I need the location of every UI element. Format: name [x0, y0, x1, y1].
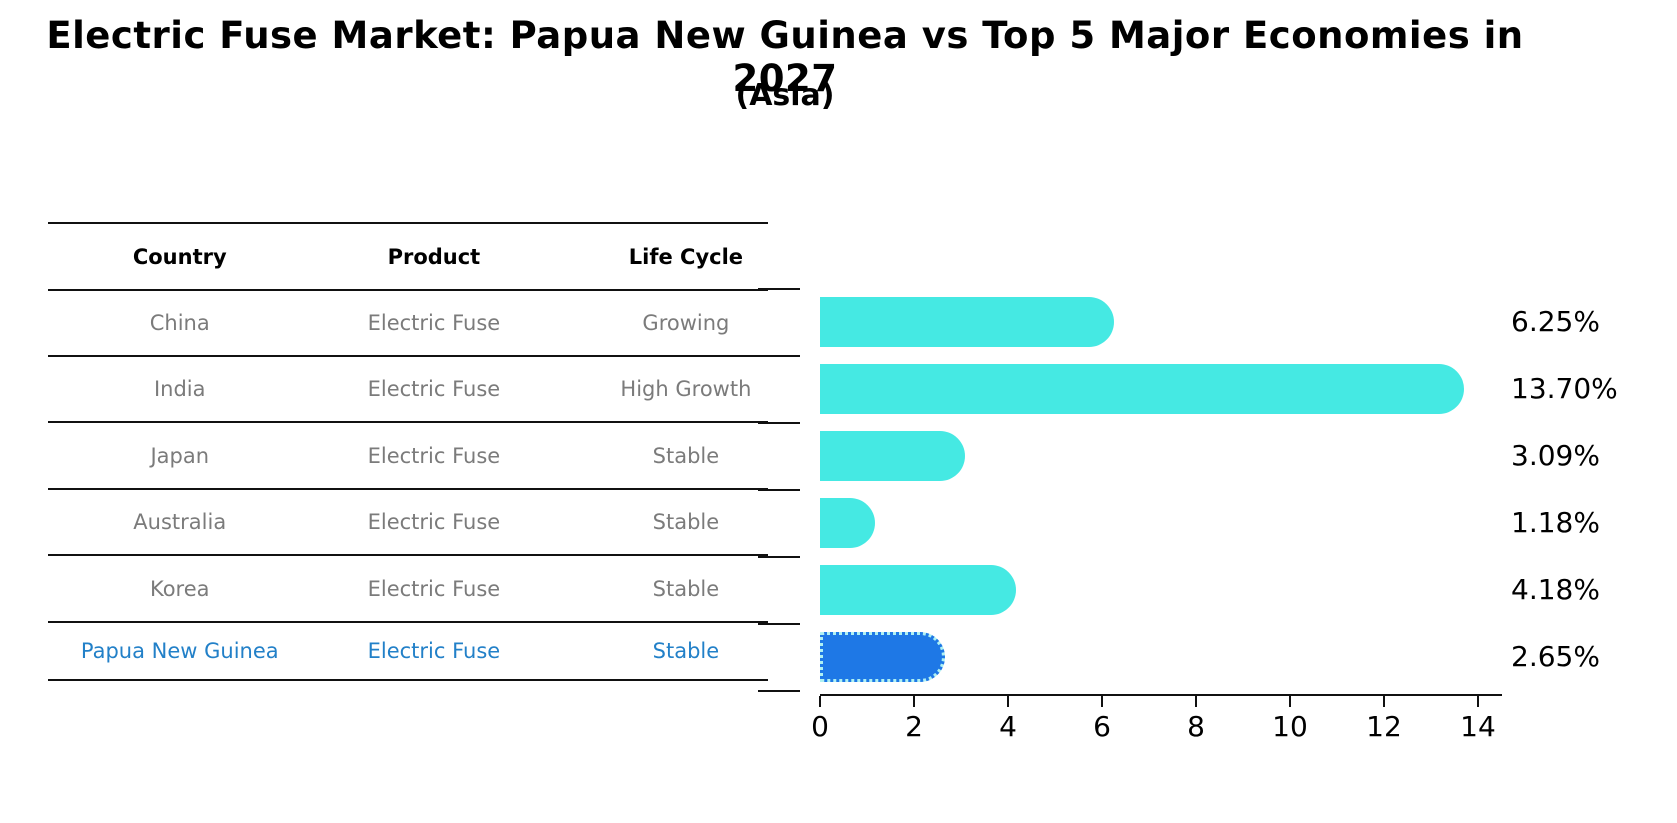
y-tick-mark [758, 556, 800, 558]
y-tick-mark [758, 288, 800, 290]
product-cell: Electric Fuse [367, 377, 501, 401]
bar-japan [820, 430, 965, 481]
value-label-india: 13.70% [1511, 372, 1618, 405]
country-cell: India [153, 377, 206, 401]
x-tick-label: 8 [1187, 710, 1205, 743]
bar-papua-new-guinea [820, 631, 945, 682]
x-tick-mark [1289, 696, 1291, 707]
table-row-india: India Electric Fuse High Growth [48, 357, 768, 423]
page-title: Electric Fuse Market: Papua New Guinea v… [46, 14, 1524, 100]
y-tick-mark [758, 422, 800, 424]
x-axis-line [820, 694, 1502, 696]
value-label-papua-new-guinea: 2.65% [1511, 640, 1600, 673]
x-tick-mark [1195, 696, 1197, 707]
x-tick-mark [819, 696, 821, 707]
product-cell: Electric Fuse [367, 510, 501, 534]
life-cycle-cell: Stable [652, 443, 720, 468]
value-label-japan: 3.09% [1511, 439, 1600, 472]
x-tick-label: 12 [1366, 710, 1402, 743]
product-cell: Electric Fuse [367, 639, 501, 663]
x-tick-label: 0 [811, 710, 829, 743]
product-cell: Electric Fuse [367, 576, 501, 601]
y-tick-mark [758, 489, 800, 491]
table-row-australia: Australia Electric Fuse Stable [48, 490, 768, 556]
country-cell: Papua New Guinea [80, 639, 279, 663]
table-row-papua-new-guinea: Papua New Guinea Electric Fuse Stable [48, 623, 768, 681]
value-label-australia: 1.18% [1511, 506, 1600, 539]
x-tick-mark [1007, 696, 1009, 707]
column-header-life-cycle: Life Cycle [628, 244, 744, 269]
data-table: Country Product Life Cycle China Electri… [48, 222, 768, 681]
x-tick-mark [1477, 696, 1479, 707]
bar-china [820, 296, 1114, 347]
y-tick-mark [758, 355, 800, 357]
bar-korea [820, 564, 1016, 615]
country-cell: China [149, 311, 210, 335]
column-header-product: Product [387, 244, 481, 269]
x-tick-label: 6 [1093, 710, 1111, 743]
y-tick-mark [758, 623, 800, 625]
life-cycle-cell: Stable [652, 576, 720, 601]
bar-australia [820, 497, 875, 548]
x-tick-mark [1383, 696, 1385, 707]
bar-chart [820, 288, 1520, 690]
x-tick-label: 10 [1272, 710, 1308, 743]
country-cell: Australia [133, 510, 227, 534]
x-tick-mark [913, 696, 915, 707]
country-cell: Japan [150, 443, 210, 468]
value-label-china: 6.25% [1511, 305, 1600, 338]
x-tick-label: 4 [999, 710, 1017, 743]
life-cycle-cell: Stable [652, 639, 720, 663]
product-cell: Electric Fuse [367, 443, 501, 468]
table-row-japan: Japan Electric Fuse Stable [48, 423, 768, 490]
bar-india [820, 363, 1464, 414]
y-tick-mark [758, 690, 800, 692]
page-subtitle: (Asia) [735, 78, 835, 113]
life-cycle-cell: High Growth [620, 377, 752, 401]
table-header-row: Country Product Life Cycle [48, 222, 768, 291]
x-tick-label: 2 [905, 710, 923, 743]
table-row-korea: Korea Electric Fuse Stable [48, 556, 768, 623]
table-row-china: China Electric Fuse Growing [48, 291, 768, 357]
country-cell: Korea [149, 576, 210, 601]
value-label-korea: 4.18% [1511, 573, 1600, 606]
x-tick-mark [1101, 696, 1103, 707]
x-tick-label: 14 [1460, 710, 1496, 743]
product-cell: Electric Fuse [367, 311, 501, 335]
column-header-country: Country [132, 244, 227, 269]
life-cycle-cell: Growing [642, 311, 730, 335]
life-cycle-cell: Stable [652, 510, 720, 534]
